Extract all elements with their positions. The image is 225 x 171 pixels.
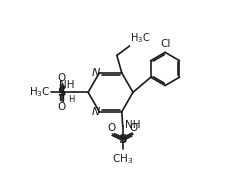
Text: S: S — [58, 86, 66, 99]
Text: N: N — [92, 68, 100, 78]
Text: H$_3$C: H$_3$C — [29, 86, 50, 99]
Text: O: O — [130, 123, 138, 133]
Text: N: N — [92, 107, 100, 117]
Text: NH: NH — [58, 80, 74, 90]
Text: H$_3$C: H$_3$C — [130, 32, 151, 45]
Text: Cl: Cl — [160, 39, 170, 49]
Text: NH: NH — [126, 120, 141, 130]
Text: O: O — [58, 73, 66, 83]
Text: O: O — [58, 102, 66, 112]
Text: CH$_3$: CH$_3$ — [112, 152, 133, 166]
Text: H: H — [68, 95, 74, 104]
Text: S: S — [119, 133, 127, 146]
Text: O: O — [108, 123, 116, 133]
